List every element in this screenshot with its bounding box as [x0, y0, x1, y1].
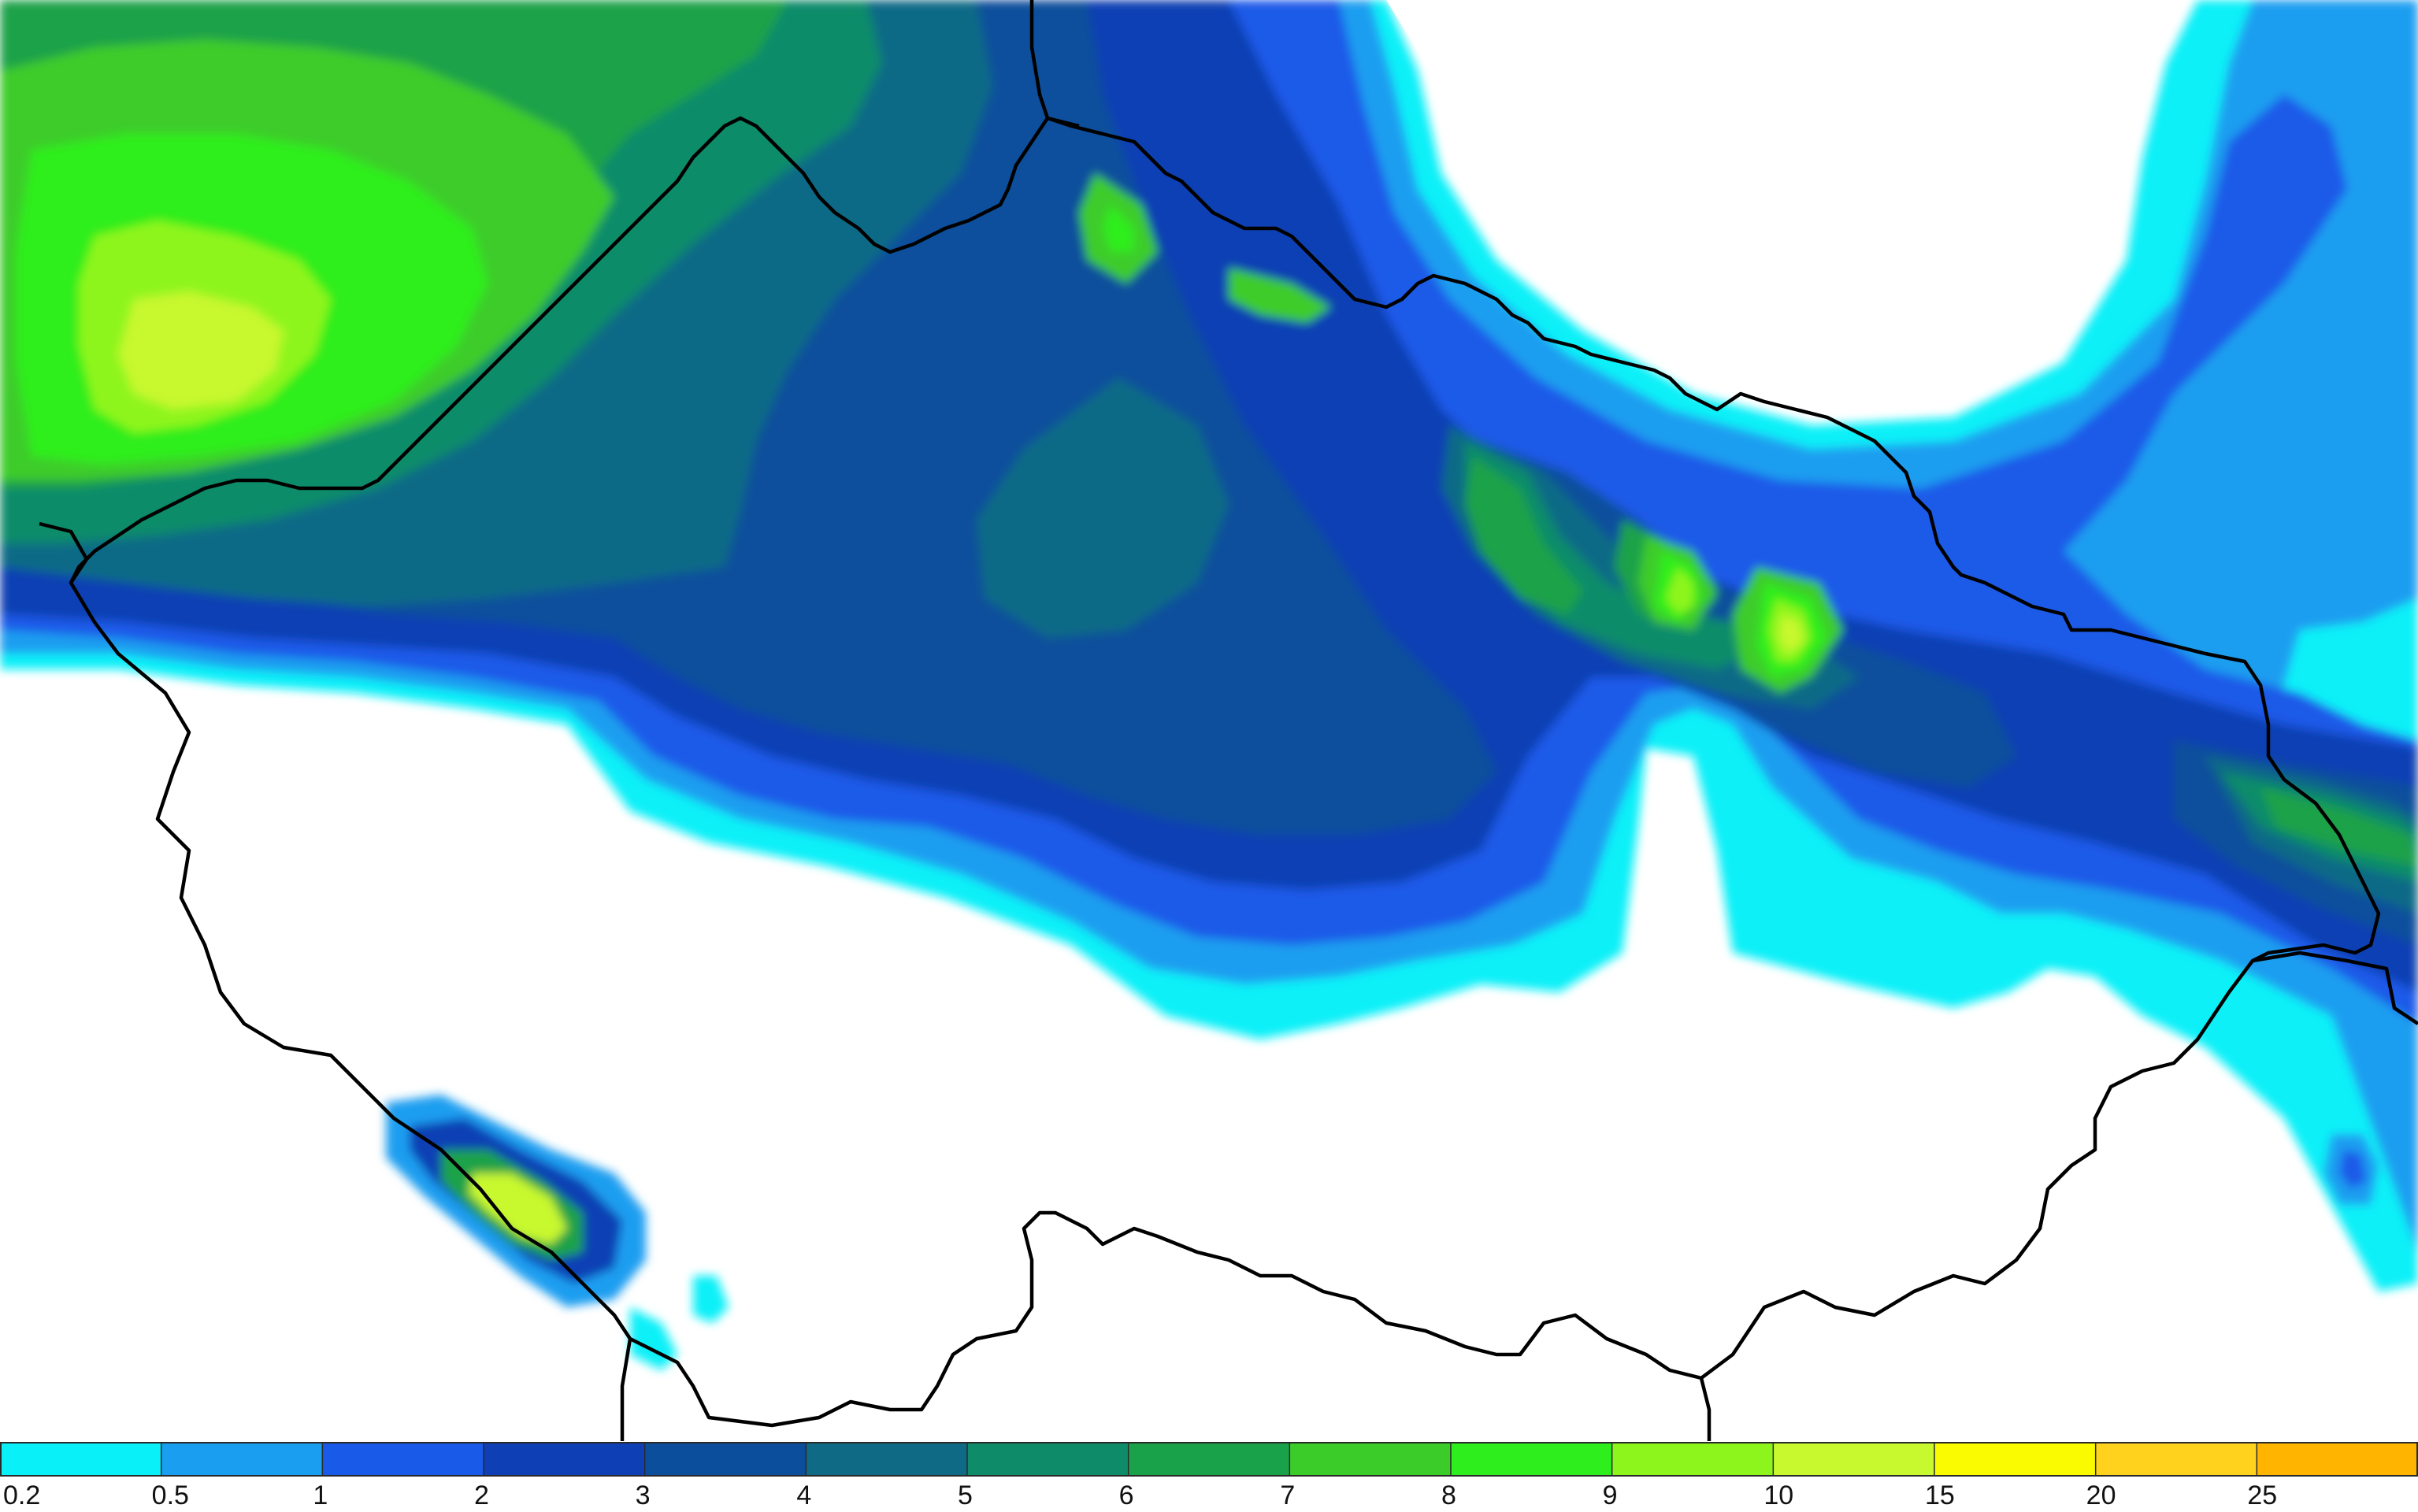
- legend-label: 1: [313, 1480, 328, 1510]
- legend-swatch: [484, 1443, 646, 1476]
- precip-cell-southwest-4: [469, 1173, 567, 1244]
- legend-label: 5: [958, 1480, 973, 1510]
- legend-swatch: [1773, 1443, 1935, 1476]
- country-border: [39, 116, 2381, 1441]
- legend-swatch: [1128, 1443, 1290, 1476]
- legend-frame: [0, 1442, 2418, 1477]
- precip-band-9: [79, 220, 1812, 662]
- legend-swatch: [1451, 1443, 1613, 1476]
- precip-band-5: [0, 0, 2418, 882]
- legend-label: 15: [1925, 1480, 1955, 1510]
- legend-swatch: [644, 1443, 807, 1476]
- country-border-north-spur: [1029, 0, 1080, 128]
- legend-label: 10: [1763, 1480, 1793, 1510]
- color-legend: 0.2 0.5 1 2 3 4 5 6 7 8 9 10 15 20 25: [0, 1442, 2418, 1510]
- legend-label: 4: [796, 1480, 811, 1510]
- legend-label: 3: [636, 1480, 651, 1510]
- legend-label: 6: [1119, 1480, 1134, 1510]
- legend-label: 8: [1441, 1480, 1456, 1510]
- legend-label: 25: [2247, 1480, 2277, 1510]
- legend-swatch: [1289, 1443, 1452, 1476]
- legend-swatch: [2095, 1443, 2257, 1476]
- legend-swatch: [161, 1443, 323, 1476]
- legend-swatch: [967, 1443, 1129, 1476]
- legend-label: 7: [1280, 1480, 1295, 1510]
- clear-area-northeast: [1386, 0, 2142, 378]
- legend-swatch: [0, 1443, 162, 1476]
- precip-cell-southwest-5: [630, 1276, 729, 1370]
- legend-swatch: [806, 1443, 968, 1476]
- legend-swatch: [1934, 1443, 2097, 1476]
- legend-label: 2: [474, 1480, 489, 1510]
- country-border-east-spur: [2252, 951, 2418, 1025]
- legend-swatch: [1611, 1443, 1774, 1476]
- country-border-southwest-spur: [620, 1338, 632, 1441]
- legend-swatch: [322, 1443, 484, 1476]
- legend-label: 20: [2086, 1480, 2116, 1510]
- legend-label: 0.2: [3, 1480, 40, 1510]
- legend-label: 9: [1603, 1480, 1618, 1510]
- precip-cell-east-2: [2339, 1150, 2367, 1189]
- precip-band-7: [0, 39, 1843, 693]
- legend-swatch: [2257, 1443, 2418, 1476]
- precip-band-8: [16, 134, 1827, 677]
- legend-label: 0.5: [152, 1480, 189, 1510]
